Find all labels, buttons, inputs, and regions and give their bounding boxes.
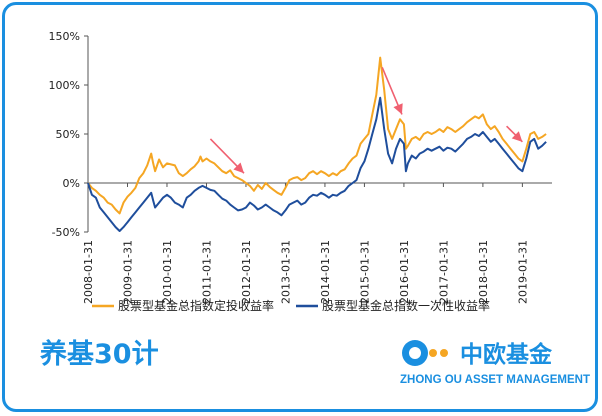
x-tick-label: 2017-01-31	[437, 240, 450, 304]
left-logo: 养基30计	[40, 338, 159, 370]
brand-name-en: ZHONG OU ASSET MANAGEMENT	[400, 374, 590, 386]
x-tick-label: 2015-01-31	[358, 240, 371, 304]
x-tick-label: 2010-01-31	[161, 240, 174, 304]
series-line-2	[87, 96, 547, 232]
legend: 股票型基金总指数定投收益率 股票型基金总指数一次性收益率	[92, 298, 490, 313]
x-tick-label: 2012-01-31	[240, 240, 253, 304]
x-tick-label: 2008-01-31	[82, 240, 95, 304]
brand-name-cn: 中欧基金	[460, 341, 553, 368]
legend-label: 股票型基金总指数定投收益率	[118, 298, 274, 313]
annotation-arrow-head	[511, 131, 523, 142]
x-tick-label: 2018-01-31	[477, 240, 490, 304]
x-tick-label: 2014-01-31	[319, 240, 332, 304]
x-tick-label: 2013-01-31	[279, 240, 292, 304]
x-tick-label: 2019-01-31	[516, 240, 529, 304]
left-logo-text: 养基30计	[40, 338, 159, 370]
x-tick-label: 2016-01-31	[398, 240, 411, 304]
series-line-1	[87, 56, 547, 215]
annotation-arrow-head	[393, 103, 403, 115]
y-tick-label: 50%	[56, 128, 80, 141]
x-tick-label: 2011-01-31	[200, 240, 213, 304]
brand-mark-icon	[402, 340, 448, 366]
chart-frame	[2, 2, 598, 412]
legend-label: 股票型基金总指数一次性收益率	[322, 298, 490, 313]
plot-area	[87, 56, 547, 232]
y-tick-label: -50%	[52, 226, 80, 239]
annotation-arrows	[209, 67, 523, 174]
axes: -50% 0% 50% 100% 150% 2008-01-31 2009-01-31 201…	[49, 30, 552, 304]
y-tick-label: 150%	[49, 30, 80, 43]
annotation-arrow-head	[233, 162, 244, 174]
right-logo: 中欧基金 ZHONG OU ASSET MANAGEMENT	[400, 340, 590, 386]
y-tick-label: 100%	[49, 79, 80, 92]
x-tick-label: 2009-01-31	[121, 240, 134, 304]
y-tick-label: 0%	[63, 177, 80, 190]
